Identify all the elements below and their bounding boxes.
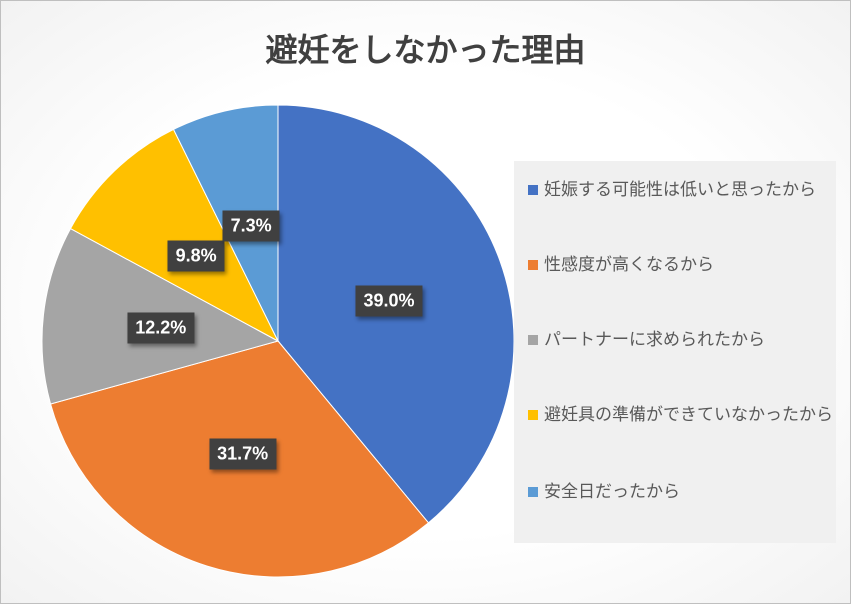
- legend-item: 妊娠する可能性は低いと思ったから: [528, 177, 844, 204]
- data-label: 31.7%: [209, 438, 277, 470]
- legend-label: 避妊具の準備ができていなかったから: [544, 405, 833, 425]
- data-label: 9.8%: [167, 240, 225, 272]
- legend-label: パートナーに求められたから: [544, 330, 765, 350]
- legend-item: 性感度が高くなるから: [528, 252, 844, 279]
- legend-item: パートナーに求められたから: [528, 327, 844, 354]
- legend-swatch: [528, 260, 538, 270]
- legend-swatch: [528, 487, 538, 497]
- data-label: 7.3%: [222, 210, 280, 242]
- legend-swatch: [528, 185, 538, 195]
- legend-swatch: [528, 335, 538, 345]
- legend-label: 性感度が高くなるから: [544, 255, 714, 275]
- data-label: 39.0%: [355, 285, 423, 317]
- legend-label: 妊娠する可能性は低いと思ったから: [544, 180, 816, 200]
- legend: 妊娠する可能性は低いと思ったから 性感度が高くなるからパートナーに求められたから避…: [514, 161, 836, 543]
- legend-item: 安全日だったから: [528, 479, 844, 506]
- legend-item: 避妊具の準備ができていなかったから: [528, 402, 844, 429]
- legend-swatch: [528, 410, 538, 420]
- legend-label: 安全日だったから: [544, 482, 680, 502]
- pie-slice: [69, 128, 280, 343]
- chart-title: 避妊をしなかった理由: [265, 31, 586, 69]
- data-label: 12.2%: [127, 312, 195, 344]
